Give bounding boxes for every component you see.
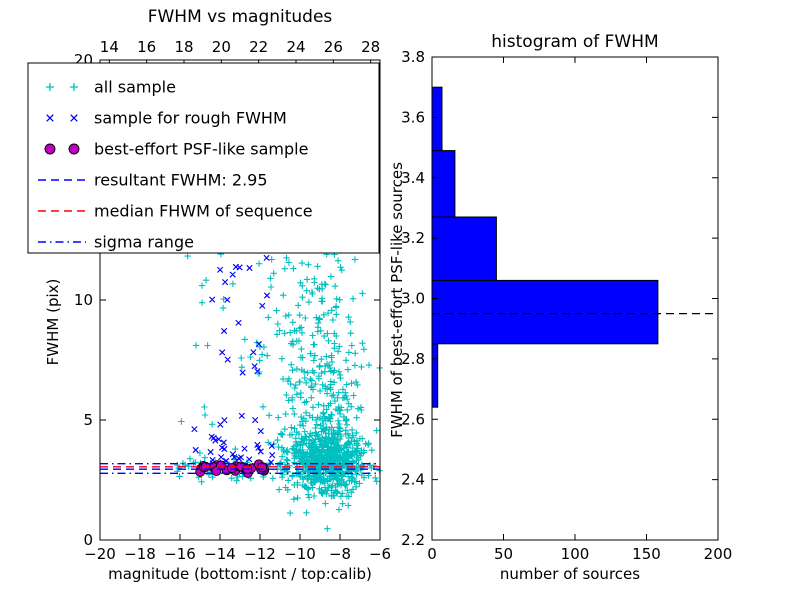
tick-label: 2.6 [401,410,425,428]
tick-label: 5 [83,411,93,429]
tick-label: −8 [329,545,351,563]
tick-label: 200 [704,545,733,563]
legend-item-label: median FHWM of sequence [94,202,313,221]
tick-label: 24 [286,38,305,56]
tick-label: 18 [174,38,193,56]
circle-marker-icon [44,143,56,155]
tick-label: −12 [244,545,276,563]
tick-label: −14 [204,545,236,563]
tick-label: 3.0 [401,290,425,308]
tick-label: 14 [100,38,119,56]
tick-label: 22 [249,38,268,56]
legend-item-label: resultant FWHM: 2.95 [94,171,268,190]
tick-label: 28 [361,38,380,56]
histogram-bar [431,279,659,345]
tick-label: −20 [84,545,116,563]
histogram-bar [431,150,456,218]
histogram-bar [431,86,443,152]
x-marker-icon [46,114,78,122]
histogram-bar [431,216,497,281]
tick-label: 3.6 [401,108,425,126]
histogram-axes: 0 50 100 150 200 2.2 2.4 2.6 2.8 3.0 3.2 3.4 3.6 3.8 [401,48,732,563]
psf-sample-point [226,463,237,474]
histogram-bar [431,343,439,408]
tick-label: 0 [83,531,93,549]
histogram-xlabel: number of sources [500,565,640,583]
circle-marker-icon [68,143,80,155]
scatter-plot-hlines [100,463,380,474]
legend-item-label: sample for rough FWHM [94,109,287,128]
psf-sample-point [211,466,222,477]
legend-item-label: all sample [94,78,176,97]
tick-label: −10 [284,545,316,563]
tick-label: −16 [164,545,196,563]
tick-label: 16 [137,38,156,56]
x-markers [191,254,276,475]
plus-marker-icon [46,83,78,91]
legend-item-label: best-effort PSF-like sample [94,140,308,159]
histogram-data [431,86,718,408]
legend-item: median FHWM of sequence [38,202,313,221]
legend-item: all sample [46,78,176,97]
tick-label: −18 [124,545,156,563]
tick-label: 3.8 [401,48,425,66]
tick-label: −6 [369,545,391,563]
histogram-title: histogram of FWHM [491,32,658,52]
tick-label: 10 [74,291,93,309]
tick-label: 26 [324,38,343,56]
legend: all sample sample for rough FWHM best-effo… [27,62,380,254]
legend-item: sigma range [38,233,194,252]
histogram-ylabel: FWHM of best-effort PSF-like sources [388,162,406,438]
scatter-plot-ylabel: FWHM (pix) [44,279,62,366]
scatter-plot-title: FWHM vs magnitudes [148,7,333,27]
tick-label: 20 [212,38,231,56]
tick-label: 3.2 [401,229,425,247]
tick-label: 2.4 [401,471,425,489]
tick-label: 150 [632,545,661,563]
legend-box [27,62,380,254]
tick-label: 100 [561,545,590,563]
legend-item: resultant FWHM: 2.95 [38,171,268,190]
scatter-plot-xlabel: magnitude (bottom:isnt / top:calib) [108,565,372,583]
tick-label: 50 [494,545,513,563]
legend-item: best-effort PSF-like sample [44,140,308,159]
legend-item: sample for rough FWHM [46,109,287,128]
tick-label: 0 [427,545,437,563]
tick-label: 2.8 [401,350,425,368]
legend-item-label: sigma range [94,233,194,252]
series-sample-for-rough-FWHM [191,254,276,475]
tick-label: 2.2 [401,531,425,549]
tick-label: 3.4 [401,169,425,187]
